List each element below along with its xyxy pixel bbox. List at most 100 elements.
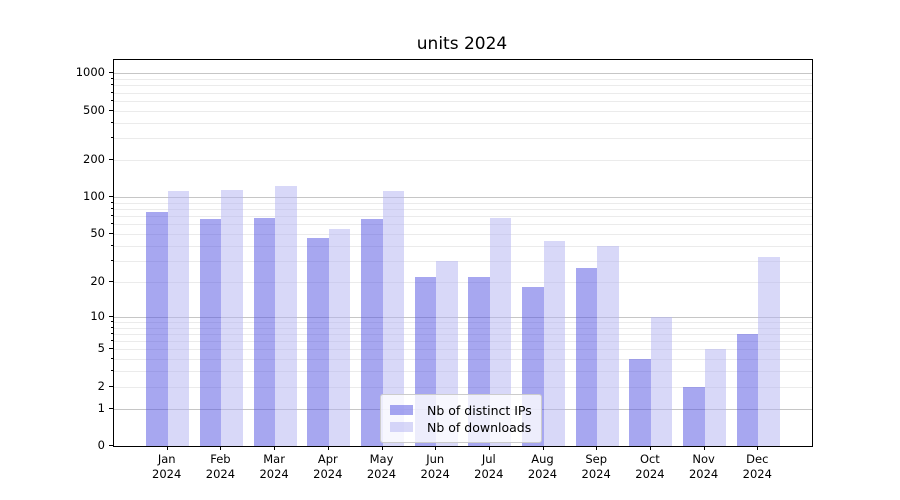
y-minor-tick-mark [111,340,113,341]
x-tick-mark [757,446,759,450]
minor-gridline [114,233,812,235]
y-minor-tick-mark [111,99,113,101]
minor-gridline [114,224,812,226]
bar-ips-sep [575,268,598,446]
plot-area [113,59,813,447]
y-tick-label: 10 [90,308,105,323]
x-tick-label-nov: Nov 2024 [688,452,719,481]
y-minor-tick-mark [111,201,113,203]
y-tick-mark [109,158,113,160]
y-minor-tick-mark [111,84,113,86]
bar-downloads-dec [758,257,780,446]
minor-gridline [114,100,812,102]
y-minor-tick-mark [111,358,113,360]
major-gridline [114,316,812,318]
x-tick-mark [435,446,437,450]
minor-gridline [114,122,812,124]
x-tick-mark [166,446,168,450]
y-minor-tick-mark [111,215,113,216]
chart-title: units 2024 [416,34,508,54]
bar-downloads-apr [328,228,351,446]
y-tick-label: 100 [83,189,105,203]
y-minor-tick-mark [111,223,113,225]
bar-downloads-may [382,191,404,446]
bar-downloads-oct [650,316,673,446]
minor-gridline [114,216,812,217]
y-tick-label: 500 [83,102,105,117]
bar-ips-nov [683,386,705,446]
minor-gridline [114,245,812,247]
minor-gridline [114,92,812,94]
minor-gridline [114,79,812,80]
y-tick-label: 5 [97,341,105,356]
y-tick-mark [109,280,113,282]
x-tick-label-mar: Mar 2024 [259,452,289,481]
y-tick-label: 200 [83,151,105,166]
y-minor-tick-mark [111,207,113,209]
minor-gridline [114,386,812,388]
y-tick-mark [109,315,113,317]
y-minor-tick-mark [111,137,113,139]
x-tick-label-sep: Sep 2024 [581,452,611,481]
y-tick-mark [109,385,113,387]
bar-downloads-feb [221,189,243,446]
x-tick-label-may: May 2024 [366,452,397,481]
x-tick-mark [488,446,490,450]
minor-gridline [114,371,812,373]
y-tick-label: 1000 [75,65,105,80]
y-tick-label: 2 [97,378,105,393]
y-tick-label: 20 [90,273,105,288]
y-tick-label: 0 [97,438,105,452]
bar-downloads-mar [275,186,297,446]
x-tick-mark [542,446,544,450]
x-tick-mark [220,446,222,450]
bar-downloads-jan [167,191,190,446]
x-tick-label-apr: Apr 2024 [313,452,343,481]
minor-gridline [114,85,812,87]
y-tick-label: 1 [97,400,105,415]
y-minor-tick-mark [111,259,113,261]
bar-downloads-nov [704,349,727,446]
bar-ips-mar [253,217,276,446]
legend-swatch-downloads [390,422,413,432]
bar-ips-apr [307,238,329,446]
x-tick-label-oct: Oct 2024 [635,452,665,481]
minor-gridline [114,333,812,335]
legend-label: Nb of distinct IPs [427,402,532,418]
minor-gridline [114,202,812,204]
x-tick-label-dec: Dec 2024 [742,452,772,481]
x-tick-mark [649,446,651,450]
minor-gridline [114,327,812,329]
x-tick-mark [274,446,276,450]
y-tick-mark [109,445,113,446]
legend-label: Nb of downloads [427,419,532,435]
y-tick-mark [109,109,113,111]
x-tick-mark [381,446,383,450]
y-minor-tick-mark [111,91,113,93]
y-tick-mark [109,196,113,197]
minor-gridline [114,321,812,323]
bar-downloads-aug [543,240,565,446]
y-tick-mark [109,72,113,74]
legend: Nb of distinct IPs Nb of downloads [380,394,542,443]
legend-row: Nb of downloads [390,419,532,435]
bar-ips-feb [199,219,222,446]
major-gridline [114,73,812,75]
bar-ips-dec [736,333,759,446]
y-minor-tick-mark [111,244,113,246]
minor-gridline [114,359,812,361]
y-tick-label: 50 [90,225,105,240]
x-tick-label-jan: Jan 2024 [152,452,182,481]
y-minor-tick-mark [111,326,113,328]
y-minor-tick-mark [111,320,113,322]
minor-gridline [114,110,812,112]
bar-downloads-sep [597,245,619,446]
minor-gridline [114,260,812,262]
x-tick-mark [703,446,705,450]
minor-gridline [114,159,812,161]
x-tick-label-feb: Feb 2024 [205,452,236,481]
minor-gridline [114,138,812,140]
x-tick-label-jul: Jul 2024 [474,452,504,481]
y-tick-mark [109,407,113,409]
